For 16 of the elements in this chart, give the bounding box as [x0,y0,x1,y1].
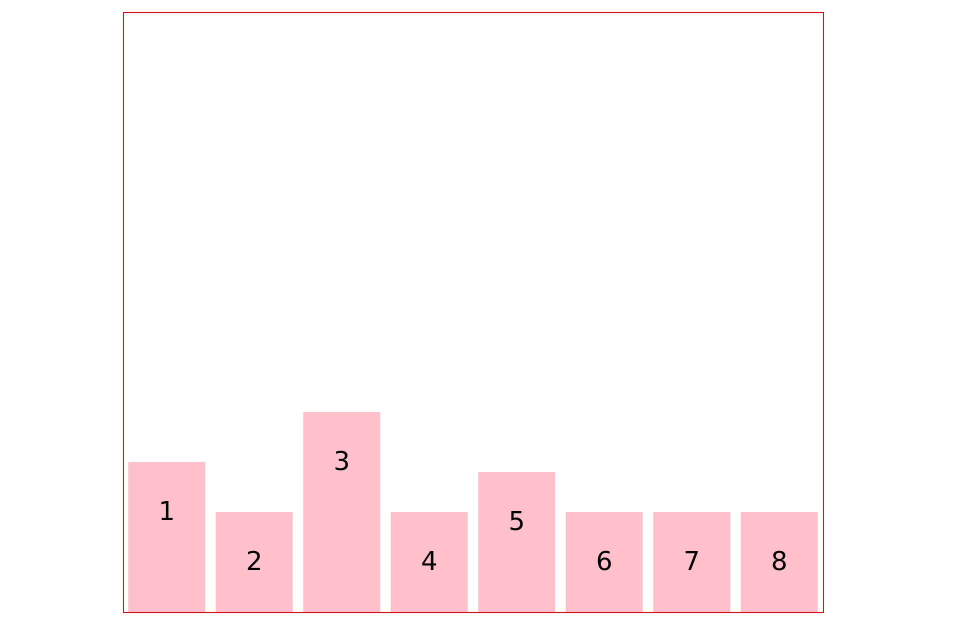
x-tick-label: 5 [508,507,526,537]
x-tick-label: 2 [246,547,263,577]
x-tick-label: 6 [596,547,613,577]
x-tick-label: 7 [683,547,700,577]
bar [566,512,643,612]
x-tick-label: 8 [770,547,788,577]
bar [128,462,206,612]
bar [303,412,380,612]
x-tick-label: 1 [158,497,176,527]
bar [653,512,730,612]
bar [216,512,293,612]
x-tick-label: 3 [333,447,350,477]
bar [390,512,468,612]
bar [740,512,818,612]
x-tick-label: 4 [420,547,438,577]
bar [478,472,556,612]
